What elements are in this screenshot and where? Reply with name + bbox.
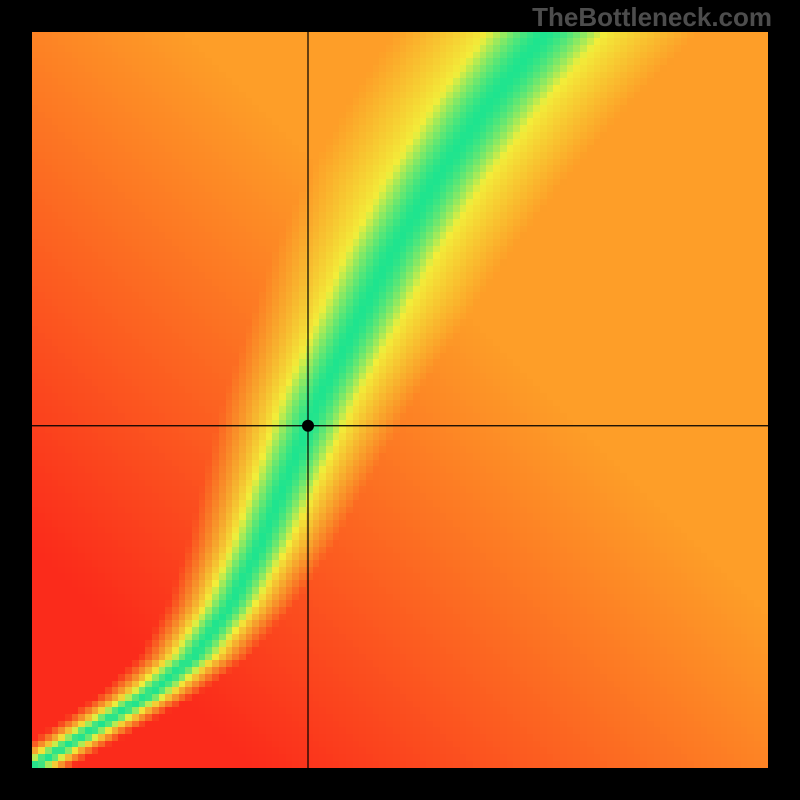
chart-container: { "type": "heatmap", "canvas": { "width"… — [0, 0, 800, 800]
watermark-text: TheBottleneck.com — [532, 2, 772, 33]
bottleneck-heatmap — [32, 32, 768, 768]
